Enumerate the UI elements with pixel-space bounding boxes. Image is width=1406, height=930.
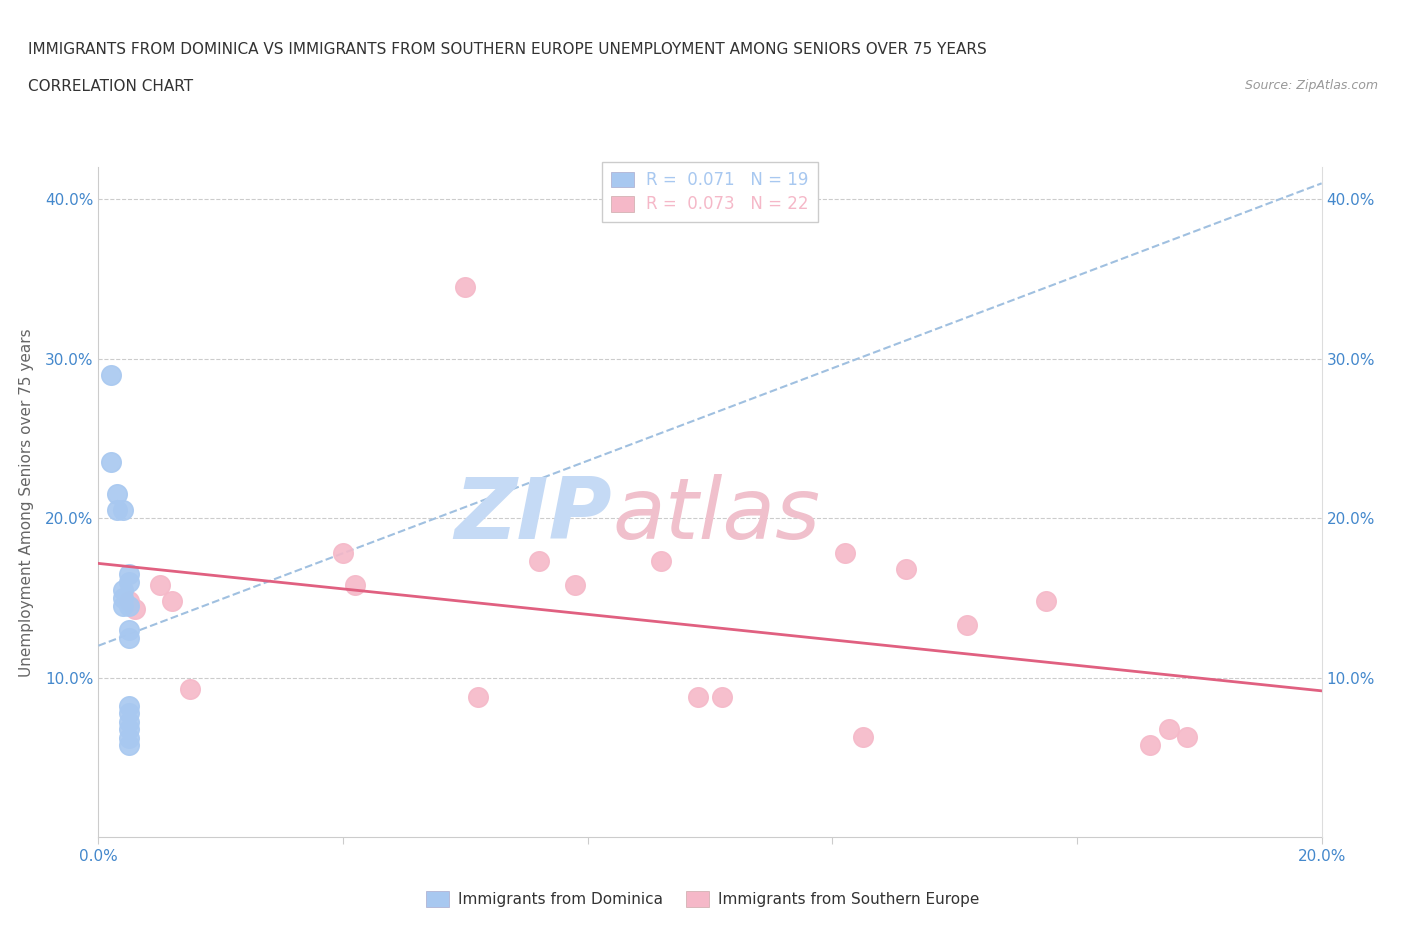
Point [956, 618, 979, 632]
Legend: R =  0.071   N = 19, R =  0.073   N = 22: R = 0.071 N = 19, R = 0.073 N = 22 [602, 162, 818, 222]
Point [834, 546, 856, 561]
Point [527, 553, 550, 568]
Point [332, 546, 354, 561]
Point [1175, 729, 1198, 744]
Point [852, 729, 875, 744]
Point [118, 731, 141, 746]
Text: Source: ZipAtlas.com: Source: ZipAtlas.com [1244, 79, 1378, 92]
Point [118, 737, 141, 752]
Point [344, 578, 367, 592]
Y-axis label: Unemployment Among Seniors over 75 years: Unemployment Among Seniors over 75 years [18, 328, 34, 676]
Text: atlas: atlas [612, 474, 820, 557]
Point [100, 455, 122, 470]
Point [105, 503, 128, 518]
Text: IMMIGRANTS FROM DOMINICA VS IMMIGRANTS FROM SOUTHERN EUROPE UNEMPLOYMENT AMONG S: IMMIGRANTS FROM DOMINICA VS IMMIGRANTS F… [28, 42, 987, 57]
Text: ZIP: ZIP [454, 474, 612, 557]
Point [894, 562, 917, 577]
Point [118, 598, 141, 613]
Point [111, 582, 134, 597]
Text: CORRELATION CHART: CORRELATION CHART [28, 79, 193, 94]
Point [711, 689, 734, 704]
Point [111, 503, 134, 518]
Point [118, 631, 141, 645]
Point [111, 591, 134, 605]
Point [118, 698, 141, 713]
Point [118, 622, 141, 637]
Point [118, 715, 141, 730]
Point [149, 578, 172, 592]
Point [467, 689, 489, 704]
Point [124, 602, 146, 617]
Point [1139, 737, 1161, 752]
Point [118, 721, 141, 736]
Point [100, 367, 122, 382]
Point [1035, 593, 1057, 608]
Point [105, 486, 128, 501]
Point [118, 593, 141, 608]
Point [686, 689, 709, 704]
Point [118, 566, 141, 581]
Point [160, 593, 183, 608]
Point [564, 578, 586, 592]
Point [118, 575, 141, 590]
Point [179, 682, 201, 697]
Point [118, 705, 141, 720]
Legend: Immigrants from Dominica, Immigrants from Southern Europe: Immigrants from Dominica, Immigrants fro… [420, 884, 986, 913]
Point [650, 553, 672, 568]
Point [111, 598, 134, 613]
Point [454, 280, 477, 295]
Point [1157, 721, 1180, 736]
